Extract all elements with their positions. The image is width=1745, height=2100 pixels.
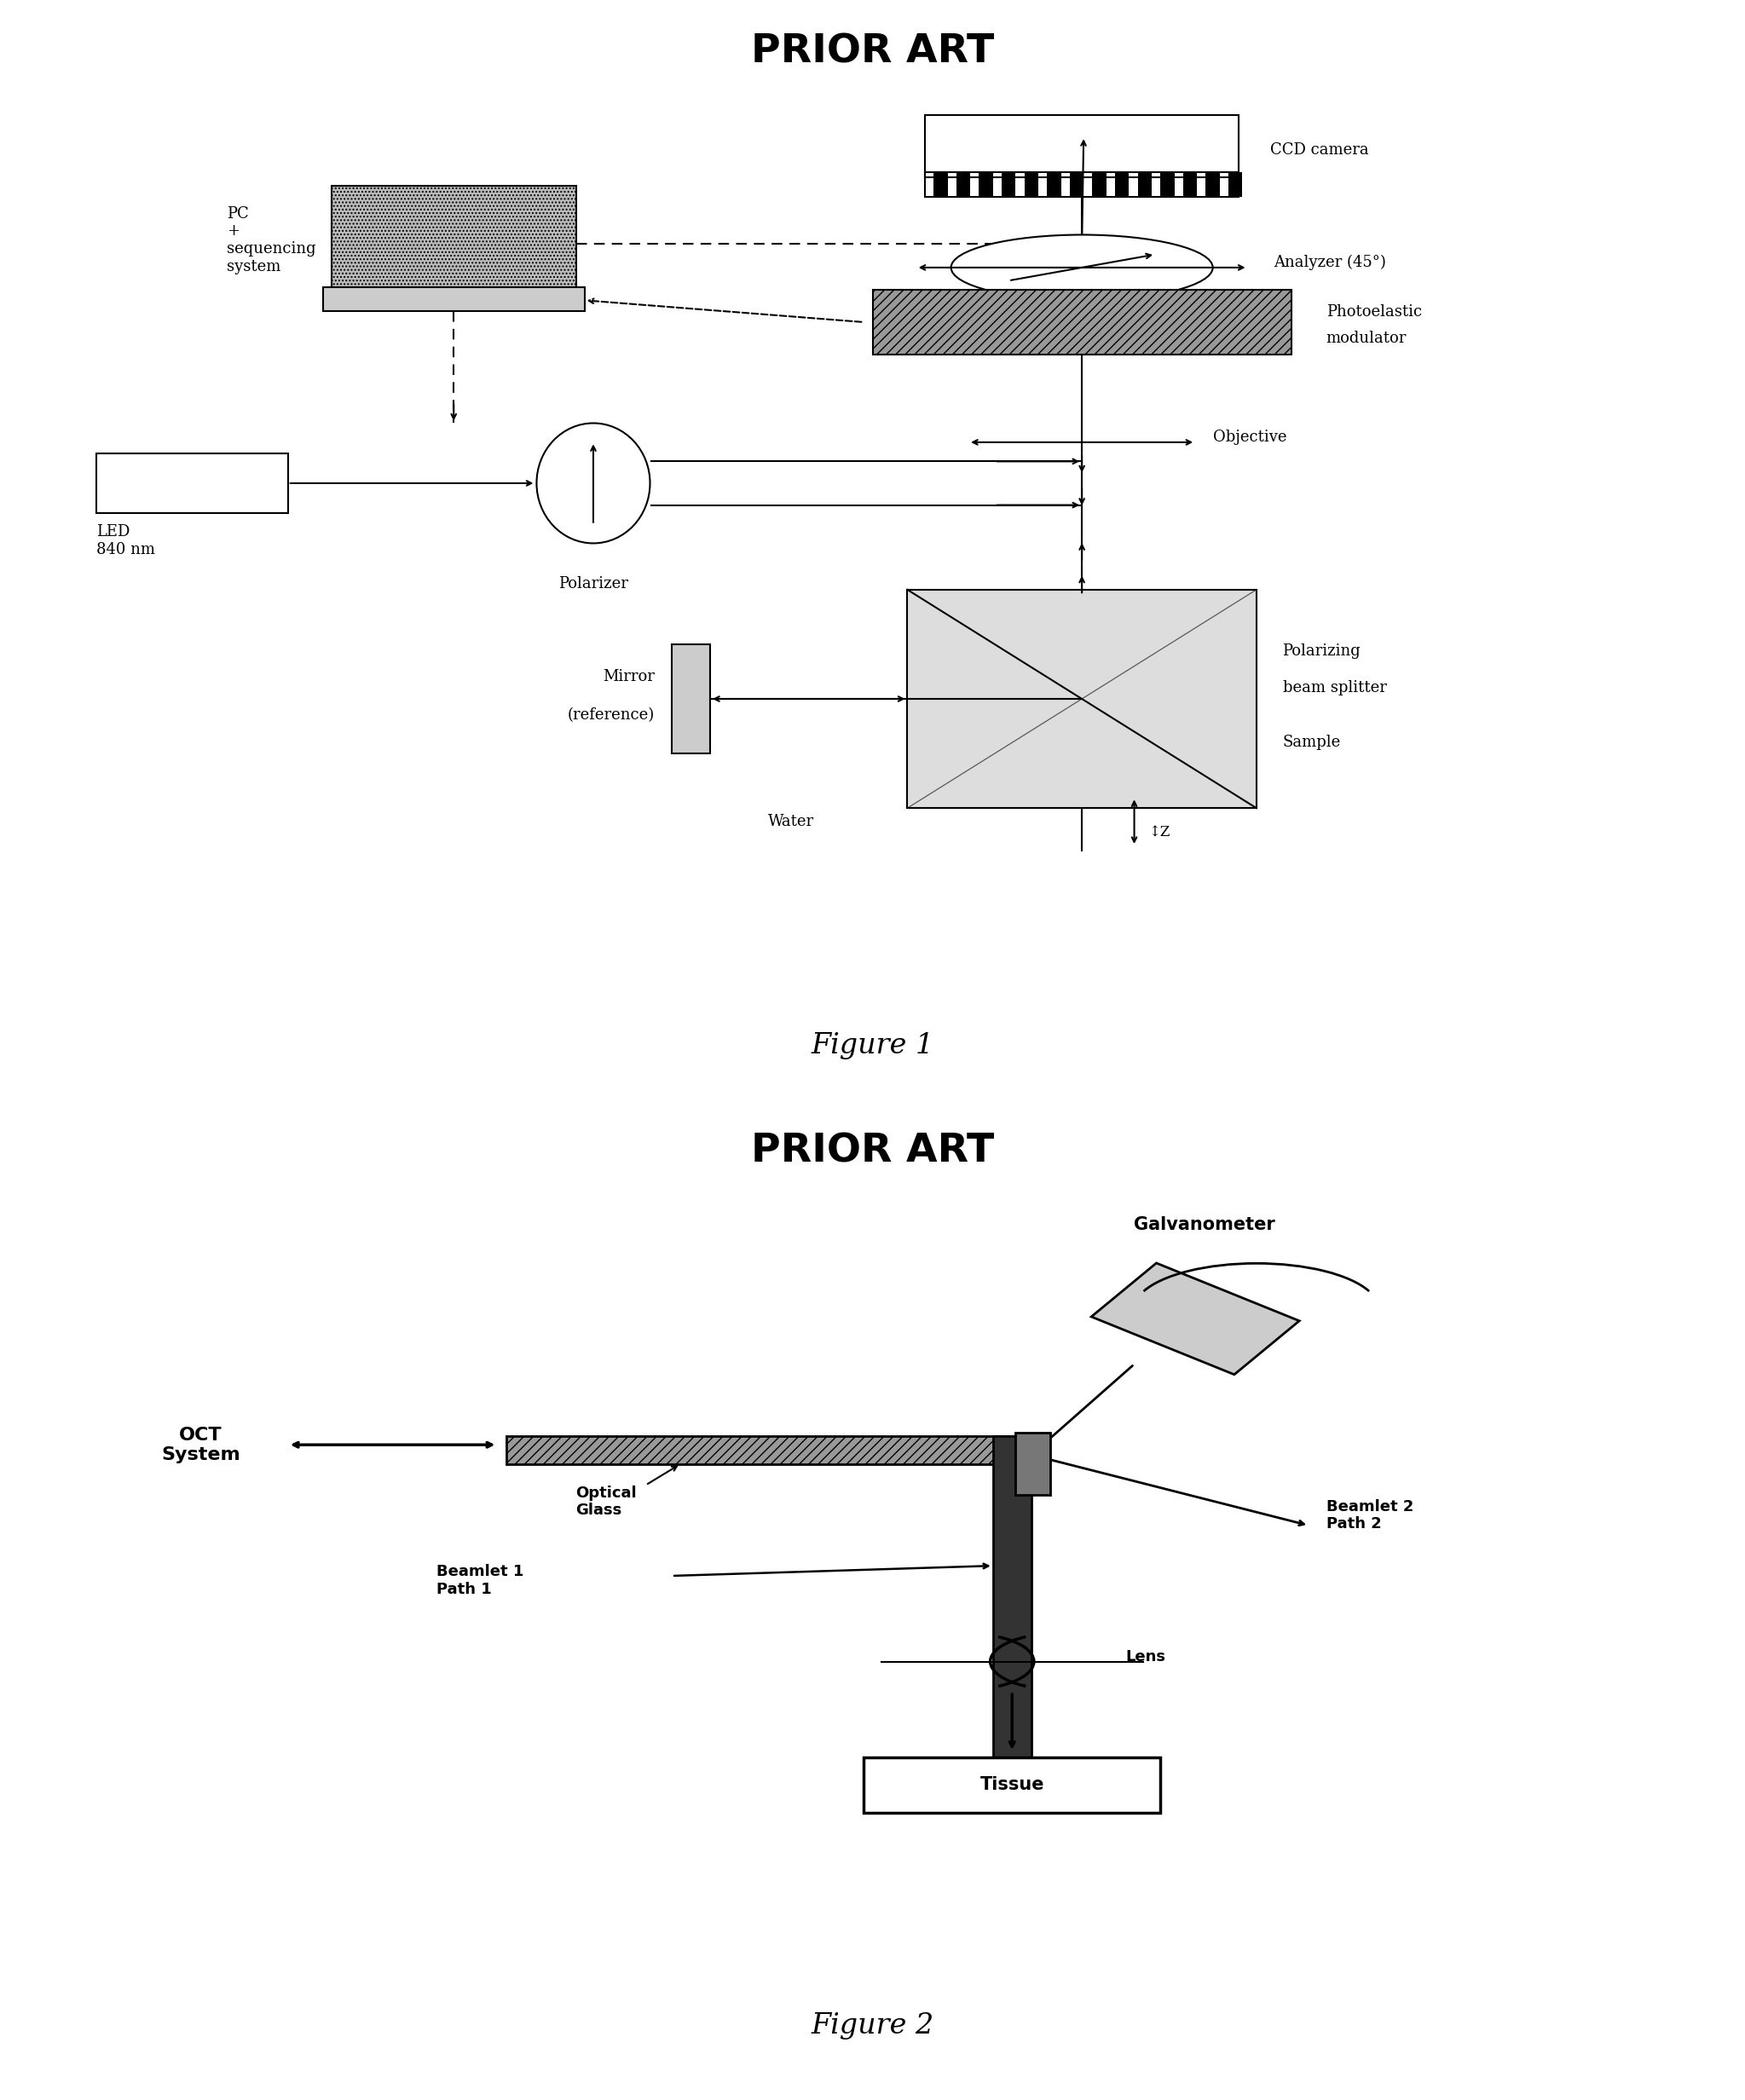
Text: beam splitter: beam splitter [1283, 680, 1387, 695]
Bar [1002, 172, 1016, 197]
Text: Figure 1: Figure 1 [811, 1031, 934, 1058]
Bar [1016, 1432, 1050, 1495]
Bar [956, 172, 970, 197]
Text: LED
840 nm: LED 840 nm [96, 525, 155, 556]
Text: Water: Water [768, 813, 813, 830]
Bar [872, 290, 1291, 355]
Text: ↕Z: ↕Z [1148, 825, 1169, 840]
Text: Beamlet 2
Path 2: Beamlet 2 Path 2 [1326, 1499, 1413, 1531]
Text: Figure 2: Figure 2 [811, 2012, 934, 2039]
Text: Optical
Glass: Optical Glass [576, 1485, 637, 1518]
Text: Photoelastic: Photoelastic [1326, 304, 1422, 319]
Text: Analyzer (45°): Analyzer (45°) [1274, 254, 1386, 271]
Bar [1183, 172, 1197, 197]
Bar [1160, 172, 1174, 197]
Bar [1206, 172, 1220, 197]
Bar [1024, 172, 1038, 197]
Bar [1228, 172, 1242, 197]
Text: Mirror: Mirror [602, 670, 654, 685]
Bar [925, 116, 1239, 176]
Bar [332, 185, 576, 290]
Text: PRIOR ART: PRIOR ART [750, 34, 995, 71]
Text: Polarizing: Polarizing [1283, 643, 1361, 659]
Text: (reference): (reference) [567, 708, 654, 722]
Bar [1115, 172, 1129, 197]
Ellipse shape [951, 235, 1213, 300]
Ellipse shape [537, 422, 649, 544]
Bar [1092, 172, 1106, 197]
Text: Tissue: Tissue [981, 1777, 1044, 1793]
Text: Polarizer: Polarizer [558, 575, 628, 592]
Text: Sample: Sample [1283, 735, 1340, 750]
Bar [323, 288, 585, 311]
Bar [672, 645, 710, 754]
Bar [925, 172, 1239, 197]
Text: Lens: Lens [1126, 1648, 1166, 1663]
Bar [96, 454, 288, 512]
Bar [864, 1758, 1160, 1812]
Bar [907, 590, 1256, 808]
Bar [506, 1436, 1030, 1464]
Text: Objective: Objective [1213, 428, 1286, 445]
Text: Beamlet 1
Path 1: Beamlet 1 Path 1 [436, 1564, 524, 1598]
Text: PRIOR ART: PRIOR ART [750, 1132, 995, 1170]
Bar [1138, 172, 1152, 197]
Bar [979, 172, 993, 197]
Text: CCD camera: CCD camera [1270, 143, 1368, 158]
Text: OCT
System: OCT System [161, 1426, 241, 1464]
Text: PC
+
sequencing
system: PC + sequencing system [227, 206, 316, 275]
Text: Galvanometer: Galvanometer [1134, 1216, 1274, 1233]
Text: modulator: modulator [1326, 332, 1406, 346]
Bar [934, 172, 948, 197]
Polygon shape [1091, 1262, 1300, 1376]
Bar [993, 1436, 1031, 1777]
Bar [1047, 172, 1061, 197]
Bar [1070, 172, 1084, 197]
